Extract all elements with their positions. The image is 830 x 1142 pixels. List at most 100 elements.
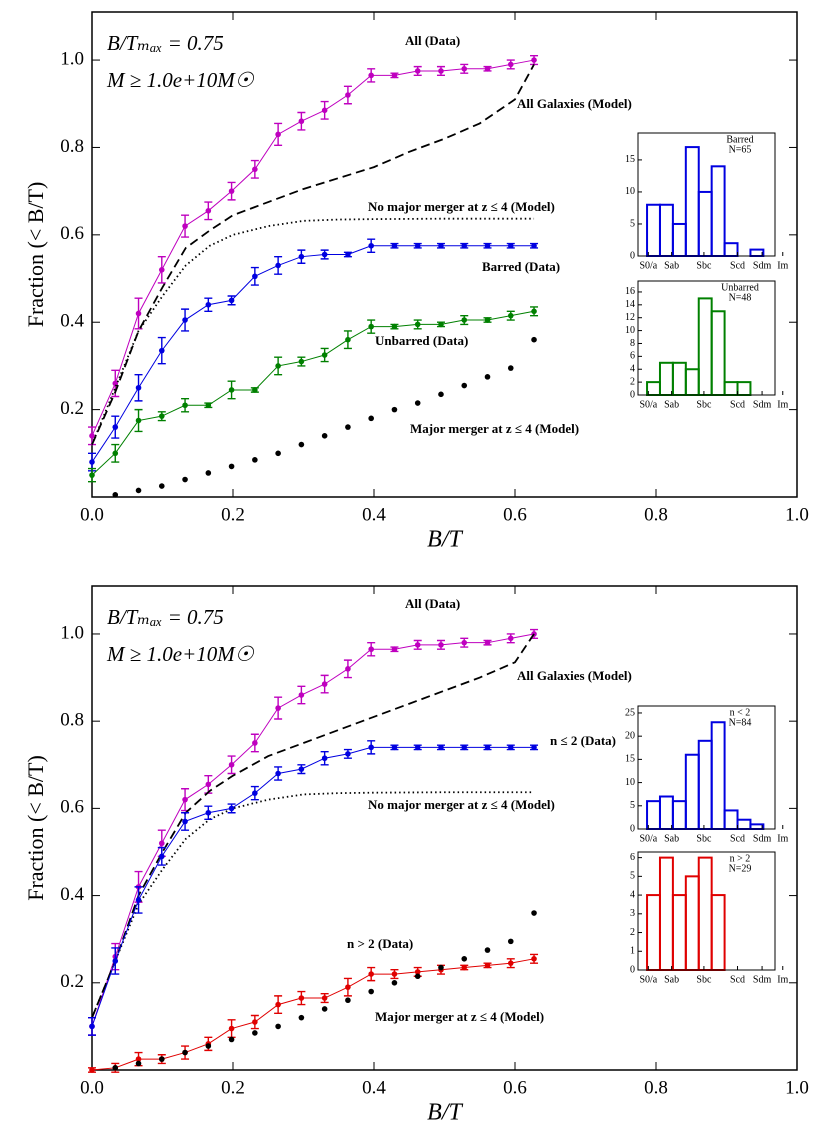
data-point [252, 1019, 258, 1025]
data-point [507, 960, 514, 966]
data-point [275, 450, 281, 457]
data-point [507, 744, 514, 751]
data-point [345, 751, 351, 757]
data-point [298, 995, 305, 1001]
data-point [205, 1043, 212, 1049]
data-point [298, 358, 305, 365]
data-point [507, 312, 514, 319]
y-axis-label: Fraction (< B/T) [23, 182, 48, 328]
data-point [275, 262, 281, 269]
data-point [345, 336, 351, 343]
series-line [91, 958, 535, 1071]
y-tick-label: 5 [630, 218, 635, 229]
data-point [484, 639, 491, 646]
data-point [368, 72, 374, 79]
x-tick-label: Sbc [696, 974, 712, 985]
data-point [321, 352, 328, 358]
series-label: n ≤ 2 (Data) [550, 733, 616, 748]
y-tick-label: 6 [630, 351, 635, 362]
annotation: M ≥ 1.0e+10M☉ [106, 642, 255, 666]
data-point [275, 1001, 281, 1008]
data-point [507, 938, 514, 945]
data-point [414, 400, 421, 406]
data-point [507, 635, 514, 642]
data-point [507, 242, 514, 249]
data-point [391, 406, 398, 413]
data-point [531, 242, 537, 249]
data-point [182, 1049, 188, 1056]
data-point [112, 492, 119, 498]
data-point [158, 483, 165, 489]
y-tick-label: 0.4 [60, 311, 84, 332]
data-point [461, 382, 468, 389]
data-point [158, 347, 165, 354]
inset-frame [637, 280, 776, 396]
data-point [252, 457, 258, 463]
data-point [438, 321, 444, 328]
data-point [321, 251, 328, 258]
data-point [89, 433, 95, 439]
y-tick-label: 0 [630, 823, 635, 834]
data-point [461, 964, 468, 971]
data-point [89, 459, 95, 465]
series-label: All Galaxies (Model) [517, 96, 632, 111]
data-point [391, 242, 398, 249]
data-point [484, 317, 491, 323]
inset-frame [637, 132, 776, 257]
data-point [298, 1014, 305, 1021]
data-point [531, 308, 537, 315]
data-point [531, 910, 537, 916]
data-point [112, 424, 119, 430]
data-point [89, 1067, 95, 1073]
data-point [135, 384, 142, 391]
data-point [438, 242, 444, 249]
x-tick-label: Sab [664, 833, 679, 844]
data-point [438, 744, 444, 751]
data-point [368, 971, 374, 977]
data-point [252, 166, 258, 173]
plot-frame [91, 11, 798, 498]
inset-annotation: n < 2 [730, 707, 751, 718]
data-point [205, 301, 212, 308]
data-point [275, 363, 281, 369]
x-tick-label: S0/a [639, 399, 657, 410]
x-tick-label: 0.2 [221, 504, 245, 525]
y-tick-label: 1.0 [60, 48, 84, 69]
x-tick-label: 0.2 [221, 1077, 245, 1098]
data-point [112, 1065, 119, 1071]
y-tick-label: 2 [630, 376, 635, 387]
annotation: M ≥ 1.0e+10M☉ [106, 68, 255, 92]
x-tick-label: 0.6 [503, 504, 527, 525]
data-point [321, 681, 328, 687]
data-point [368, 988, 374, 995]
x-tick-label: 0.0 [80, 1077, 104, 1098]
series-line [91, 633, 535, 1027]
data-point [205, 208, 212, 214]
x-tick-label: Sab [664, 260, 679, 271]
data-point [89, 472, 95, 478]
data-point [391, 72, 398, 79]
data-point [205, 809, 212, 816]
data-point [298, 441, 305, 448]
x-tick-label: Im [777, 399, 788, 410]
data-point [414, 969, 421, 975]
y-tick-label: 3 [630, 908, 635, 919]
series-line [91, 217, 535, 445]
y-tick-label: 5 [630, 800, 635, 811]
x-tick-label: Im [777, 260, 788, 271]
x-tick-label: 0.4 [362, 1077, 386, 1098]
data-point [461, 242, 468, 249]
x-tick-label: Im [777, 974, 788, 985]
data-point [182, 818, 188, 825]
data-point [228, 387, 235, 393]
data-point [461, 744, 468, 751]
data-point [158, 853, 165, 860]
y-tick-label: 2 [630, 927, 635, 938]
y-tick-label: 20 [625, 730, 635, 741]
data-point [321, 995, 328, 1001]
data-point [461, 317, 468, 323]
y-tick-label: 0.6 [60, 223, 84, 244]
data-point [158, 1056, 165, 1062]
data-point [531, 956, 537, 962]
